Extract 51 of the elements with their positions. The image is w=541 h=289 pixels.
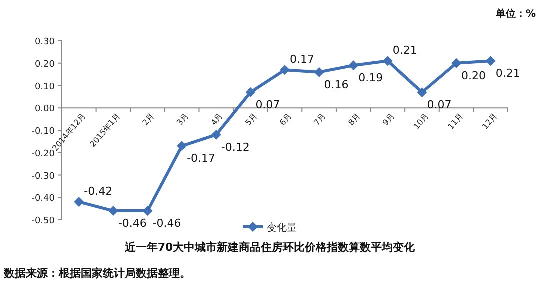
x-tick-label: 7月 (312, 112, 328, 128)
y-tick-label: -0.50 (32, 216, 56, 226)
point (211, 130, 222, 140)
point (314, 67, 324, 78)
data-label: 0.21 (496, 67, 520, 80)
data-label: -0.46 (152, 217, 182, 230)
data-label: -0.12 (221, 140, 250, 154)
point (417, 87, 428, 98)
x-tick-label: 4月 (210, 112, 225, 128)
point (486, 56, 496, 66)
data-label: -0.42 (84, 185, 113, 198)
data-label: 0.20 (462, 69, 486, 82)
data-label: 0.21 (392, 44, 418, 58)
point (142, 206, 153, 216)
legend: 变化量 (243, 222, 297, 234)
x-tick-label: 11月 (446, 112, 466, 132)
point (348, 60, 359, 71)
y-tick-label: 0.00 (34, 104, 56, 115)
point (280, 65, 290, 76)
y-tick-label: -0.40 (32, 194, 56, 204)
y-tick-label: 0.30 (34, 38, 56, 48)
y-tick-label: 0.20 (34, 60, 56, 70)
point (382, 56, 393, 66)
x-tick-label: 8月 (346, 112, 362, 128)
text: 单位：% (494, 8, 536, 20)
x-tick-label: 9月 (381, 112, 396, 128)
source-note: 数据来源：根据国家统计局数据整理。 (3, 267, 191, 280)
y-tick-label: 0.10 (34, 82, 56, 92)
y-tick-label: -0.20 (32, 149, 56, 160)
x-tick-label: 12月 (480, 112, 500, 132)
x-tick-label: 2月 (140, 112, 156, 128)
point (246, 87, 256, 98)
data-label: 0.16 (324, 78, 349, 92)
y-tick-label: -0.10 (32, 127, 56, 137)
data-label: 0.17 (290, 53, 314, 66)
x-tick-label: 6月 (278, 112, 294, 128)
point (452, 58, 462, 68)
x-tick-label: 10月 (412, 112, 431, 132)
text: 近一年70大中城市新建商品住房环比价格指数算数平均变化 (124, 241, 416, 254)
point (177, 141, 188, 152)
data-label: 0.07 (427, 98, 452, 112)
point (108, 206, 118, 216)
data-label: 0.07 (256, 98, 280, 112)
x-tick-label: 3月 (175, 112, 191, 128)
y-tick-label: -0.30 (32, 172, 56, 182)
x-tick-label: 5月 (244, 112, 260, 128)
point (74, 197, 84, 208)
legend-label: 变化量 (267, 222, 297, 234)
data-label: -0.46 (118, 217, 147, 230)
data-label: -0.17 (187, 152, 216, 166)
data-label: 0.19 (358, 72, 384, 85)
